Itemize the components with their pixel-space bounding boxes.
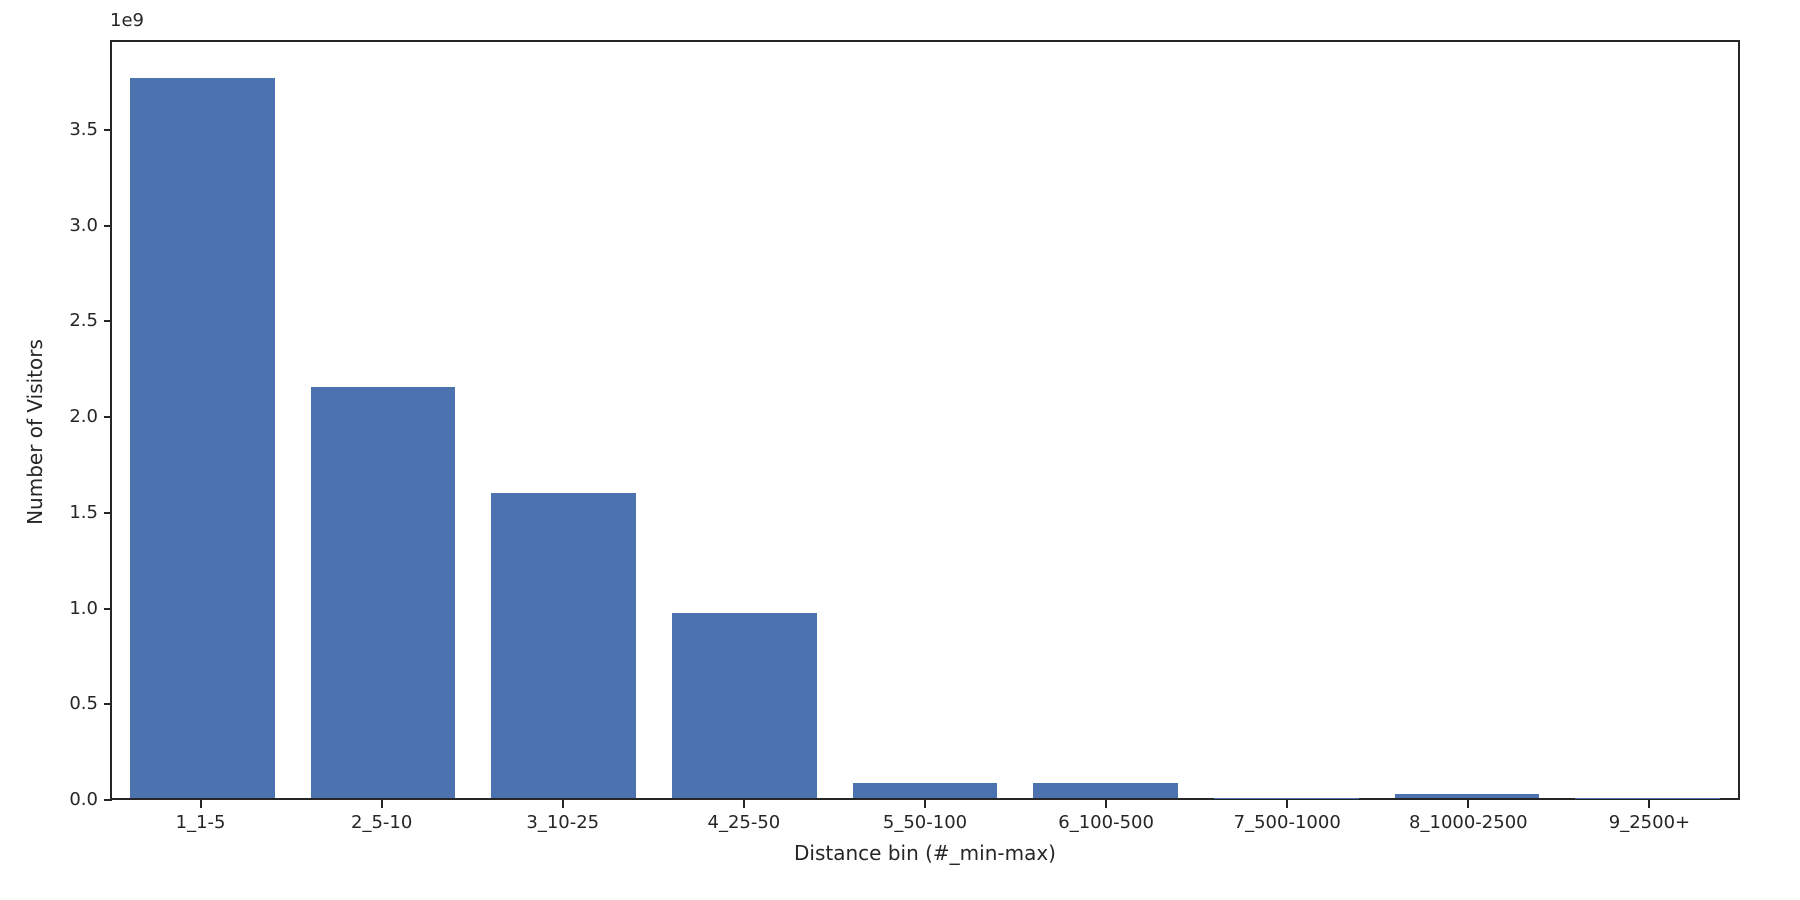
bar [853,783,998,798]
bar-slot [1196,42,1377,798]
x-ticks: 1_1-52_5-103_10-254_25-505_50-1006_100-5… [110,800,1740,812]
x-tick-mark [562,800,564,808]
x-tick-mark [381,800,383,808]
bar [1033,783,1178,798]
x-tick-mark [1286,800,1288,808]
x-tick-mark [1105,800,1107,808]
bar [130,78,275,798]
y-tick-label: 3.5 [69,119,98,140]
x-tick-mark [1648,800,1650,808]
y-axis-label: Number of Visitors [23,339,47,525]
plot-area [110,40,1740,800]
bar-slot [654,42,835,798]
bar-slot [112,42,293,798]
x-axis-label: Distance bin (#_min-max) [794,841,1056,865]
x-tick-label: 8_1000-2500 [1409,812,1528,833]
bar-slot [835,42,1016,798]
bar [672,613,817,798]
bar-slot [1377,42,1558,798]
y-tick-label: 3.0 [69,215,98,236]
x-tick-mark [924,800,926,808]
x-tick-label: 9_2500+ [1609,812,1690,833]
bar [491,493,636,798]
y-tick-label: 0.0 [69,789,98,810]
bar [1395,794,1540,798]
x-tick-label: 1_1-5 [176,812,226,833]
bar-slot [1557,42,1738,798]
y-tick-label: 1.0 [69,598,98,619]
x-tick-label: 3_10-25 [526,812,599,833]
chart-container: 1e9 Number of Visitors 0.00.51.01.52.02.… [110,40,1740,800]
x-tick-label: 5_50-100 [883,812,967,833]
bar-slot [473,42,654,798]
y-offset-text: 1e9 [110,10,144,31]
x-tick-label: 6_100-500 [1058,812,1154,833]
bar-slot [1015,42,1196,798]
x-tick-mark [743,800,745,808]
bar [311,387,456,798]
bar-slot [293,42,474,798]
y-ticks: 0.00.51.01.52.02.53.03.5 [98,40,110,800]
bars-container [112,42,1738,798]
y-tick-label: 2.5 [69,310,98,331]
x-tick-mark [200,800,202,808]
x-tick-label: 4_25-50 [707,812,780,833]
x-tick-label: 2_5-10 [351,812,412,833]
y-tick-label: 0.5 [69,693,98,714]
y-tick-label: 2.0 [69,406,98,427]
x-tick-label: 7_500-1000 [1234,812,1341,833]
y-tick-label: 1.5 [69,502,98,523]
x-tick-mark [1467,800,1469,808]
